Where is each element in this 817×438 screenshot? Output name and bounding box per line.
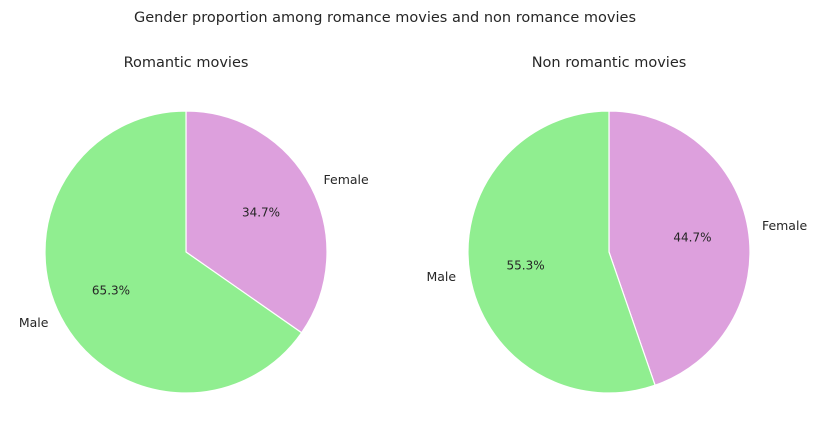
- pie-title-non-romantic: Non romantic movies: [532, 55, 687, 71]
- pie-chart-non-romantic: Non romantic movies Female 44.7% Male 55.3%: [426, 55, 808, 394]
- slice-label-male: Male: [426, 269, 456, 284]
- slice-percent-male: 55.3%: [507, 259, 545, 273]
- slice-percent-female: 34.7%: [242, 205, 280, 219]
- slice-label-female: Female: [324, 172, 370, 187]
- pie-title-romantic: Romantic movies: [124, 55, 249, 71]
- figure-suptitle: Gender proportion among romance movies a…: [134, 10, 636, 26]
- slice-percent-male: 65.3%: [92, 284, 130, 298]
- pie-slice-male: [44, 110, 303, 394]
- pie-slice-male: [467, 110, 656, 394]
- slice-label-female: Female: [762, 218, 808, 233]
- pie-chart-romantic: Romantic movies Female 34.7% Male 65.3%: [19, 55, 370, 394]
- slice-label-male: Male: [19, 315, 49, 330]
- slice-percent-female: 44.7%: [673, 230, 711, 244]
- pie-slice-female: [608, 110, 751, 386]
- pie-slice-female: [185, 110, 328, 334]
